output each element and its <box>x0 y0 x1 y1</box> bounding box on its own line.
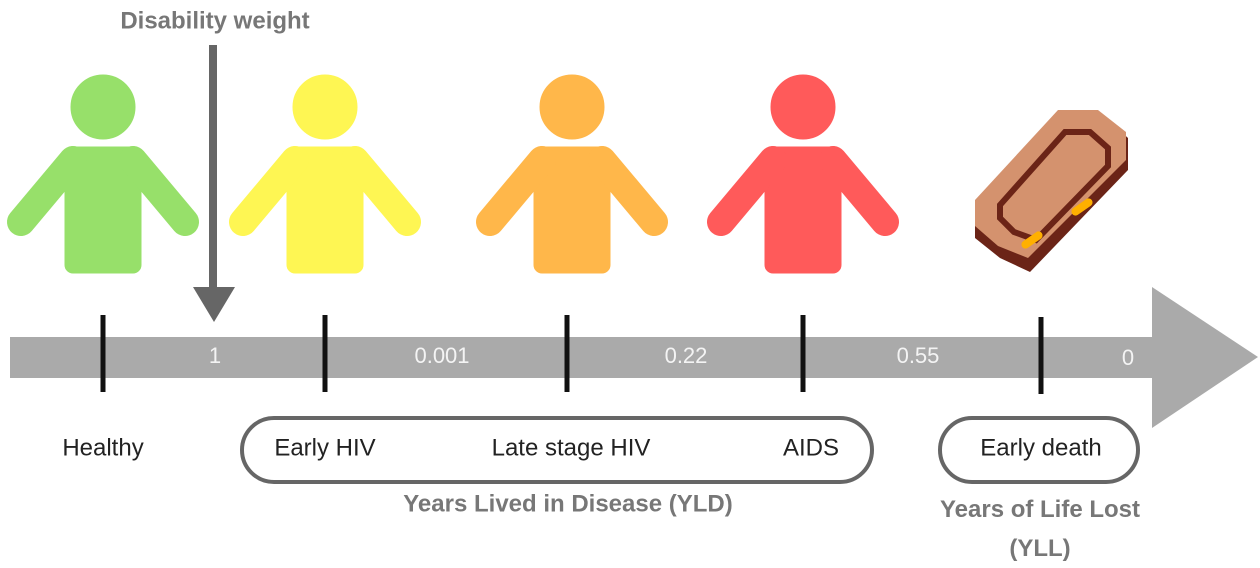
stage-label: AIDS <box>783 434 839 461</box>
timeline-band <box>10 337 1155 378</box>
diagram: Disability weight 1 0.001 0.22 0.55 0 He… <box>0 0 1260 564</box>
stage-label: Healthy <box>62 434 143 461</box>
group-label: Years Lived in Disease (YLD) <box>403 490 732 517</box>
weight-label: 0.22 <box>665 343 708 368</box>
coffin <box>975 110 1128 272</box>
down-arrow-head <box>193 287 235 322</box>
page: Disability weight 1 0.001 0.22 0.55 0 He… <box>0 0 1260 564</box>
weight-label: 1 <box>209 343 221 368</box>
title: Disability weight <box>120 7 309 34</box>
stage-label: Late stage HIV <box>492 434 651 461</box>
stage-label: Early HIV <box>274 434 375 461</box>
timeline-arrowhead <box>1152 287 1258 428</box>
person-aids <box>721 75 885 273</box>
weight-label: 0.001 <box>414 343 469 368</box>
person-early-hiv <box>243 75 407 273</box>
group-label: Years of Life Lost (YLL) <box>920 490 1160 568</box>
weight-label: 0 <box>1122 345 1134 370</box>
stage-label: Early death <box>980 434 1101 461</box>
person-late-hiv <box>490 75 654 273</box>
weight-label: 0.55 <box>897 343 940 368</box>
person-healthy <box>21 75 185 273</box>
